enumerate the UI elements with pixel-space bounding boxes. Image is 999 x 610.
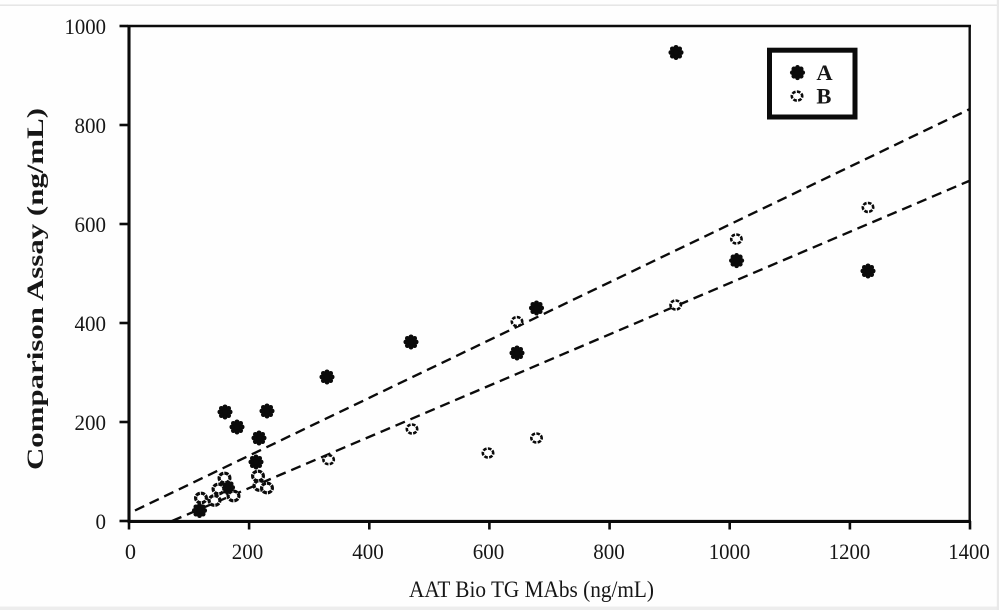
svg-text:A: A: [816, 60, 833, 85]
svg-text:Comparison Assay (ng/mL): Comparison Assay (ng/mL): [23, 108, 48, 470]
svg-text:1200: 1200: [829, 539, 871, 564]
svg-text:1400: 1400: [948, 539, 990, 564]
svg-text:800: 800: [75, 113, 107, 138]
svg-text:400: 400: [352, 539, 384, 564]
svg-text:1000: 1000: [709, 539, 751, 564]
svg-text:1000: 1000: [65, 14, 107, 39]
svg-text:0: 0: [96, 509, 107, 534]
svg-text:B: B: [816, 84, 831, 109]
svg-text:600: 600: [75, 212, 107, 237]
svg-text:AAT Bio TG MAbs (ng/mL): AAT Bio TG MAbs (ng/mL): [409, 577, 654, 602]
svg-text:800: 800: [593, 539, 625, 564]
svg-text:200: 200: [232, 539, 264, 564]
svg-text:600: 600: [473, 539, 505, 564]
svg-text:0: 0: [125, 539, 136, 564]
svg-text:400: 400: [75, 311, 107, 336]
svg-text:200: 200: [75, 410, 107, 435]
